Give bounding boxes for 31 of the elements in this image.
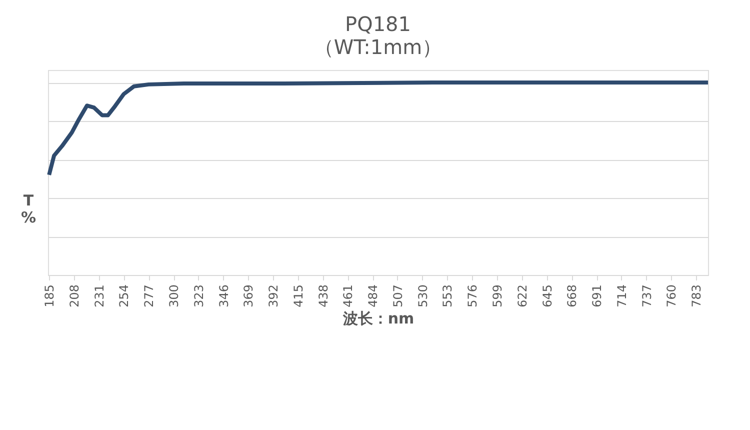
x-tick-label: 323	[192, 284, 206, 308]
x-tick-label: 254	[117, 284, 132, 308]
x-tick-label: 208	[67, 284, 82, 308]
x-tick-label: 645	[540, 284, 554, 308]
x-tick-label: 369	[242, 284, 256, 308]
x-tick-label: 438	[316, 284, 330, 308]
x-tick-label: 392	[266, 284, 281, 308]
x-tick-label: 300	[167, 284, 182, 308]
x-tick-label: 461	[341, 284, 356, 308]
x-tick-label: 760	[664, 284, 679, 308]
x-tick-label: 231	[92, 284, 106, 308]
x-tick-label: 346	[216, 284, 231, 308]
x-tick-label: 507	[390, 284, 405, 308]
x-tick-label: 277	[142, 284, 156, 308]
x-tick-label: 668	[565, 284, 580, 308]
x-tick-label: 714	[614, 284, 629, 308]
x-tick-label: 737	[640, 284, 654, 308]
x-axis-title: 波长：nm	[342, 309, 414, 328]
chart-title: PQ181	[345, 12, 411, 36]
x-tick-label: 185	[42, 284, 57, 308]
x-tick-label: 553	[440, 284, 455, 308]
x-tick-label: 484	[366, 284, 380, 308]
x-tick-label: 576	[466, 284, 480, 308]
x-tick-label: 599	[490, 284, 505, 308]
x-tick-label: 530	[416, 284, 430, 308]
x-tick-label: 622	[515, 284, 530, 308]
x-tick-label: 415	[291, 284, 306, 308]
x-tick-label: 783	[690, 284, 704, 308]
chart-subtitle: （WT:1mm）	[314, 35, 442, 59]
x-tick-label: 691	[590, 284, 604, 308]
y-axis-title: T %	[20, 192, 36, 226]
